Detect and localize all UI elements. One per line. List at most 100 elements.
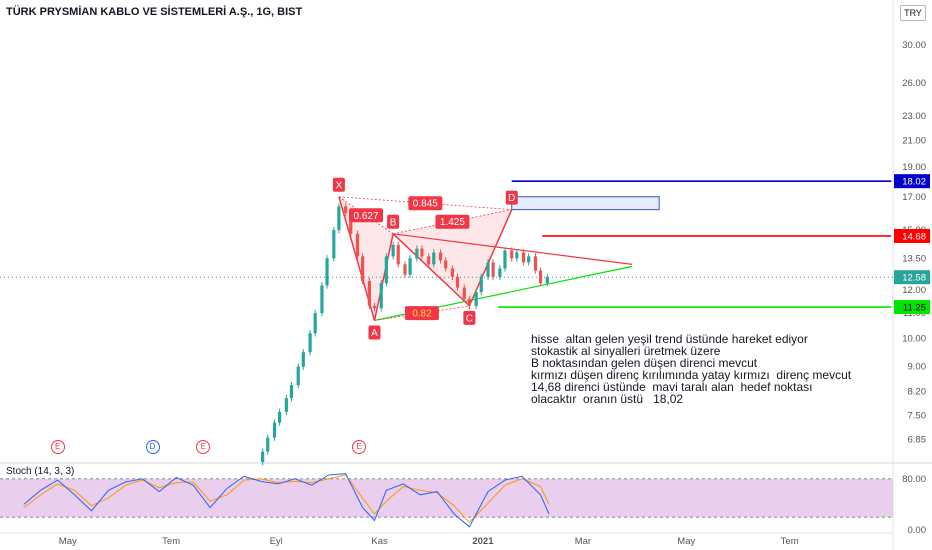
ratio-label: 0.82 [404, 306, 439, 321]
ratio-label: 0.627 [349, 208, 384, 223]
y-tick-label: 6.85 [908, 435, 927, 446]
candle-body [384, 256, 388, 284]
x-tick-label: Mar [575, 536, 591, 547]
candle-body [538, 270, 543, 284]
candle-body [455, 276, 460, 288]
svg-text:1.425: 1.425 [440, 217, 465, 228]
candle-body [277, 411, 282, 423]
svg-text:X: X [336, 180, 343, 191]
target-zone [511, 196, 660, 211]
candle-body [498, 268, 502, 277]
candle-body [527, 256, 531, 263]
pattern-point-b: B [387, 214, 400, 229]
earnings-marker-icon[interactable]: E [352, 440, 367, 454]
price-tag-12.58: 12.58 [894, 270, 930, 285]
price-tag-18.02: 18.02 [894, 174, 930, 189]
candle-body [355, 233, 360, 257]
candle-body [533, 256, 538, 271]
y-tick-label: 17.00 [902, 192, 926, 203]
candle-body [289, 385, 294, 399]
stoch-d-line [23, 474, 550, 524]
pattern-point-x: X [332, 177, 345, 192]
svg-text:D: D [508, 193, 515, 204]
svg-text:0.627: 0.627 [353, 211, 378, 222]
note-line-2: stokastik al sinyalleri üretmek üzere [531, 344, 721, 358]
candle-body [510, 250, 514, 259]
candle-body [308, 333, 312, 353]
falling-resistance-line [393, 233, 633, 265]
note-line-4: kırmızı düşen direnç kırılımında yatay k… [531, 368, 852, 382]
svg-text:0.82: 0.82 [412, 309, 432, 320]
stoch-band [0, 478, 893, 518]
y-tick-label: 19.00 [902, 162, 926, 173]
svg-text:11.25: 11.25 [903, 303, 926, 314]
y-tick-label: 8.20 [908, 387, 927, 398]
candle-body [462, 287, 466, 299]
note-line-3: B noktasından gelen düşen direnci mevcut [531, 356, 758, 370]
candle-body [337, 206, 341, 231]
svg-text:A: A [371, 328, 378, 339]
earnings-marker-icon[interactable]: E [196, 440, 211, 454]
chart-title: TÜRK PRYSMİAN KABLO VE SİSTEMLERİ A.Ş., … [6, 6, 303, 18]
candle-body [450, 268, 455, 277]
stoch-axis-label: 0.00 [908, 525, 927, 536]
currency-button[interactable]: TRY [900, 5, 926, 21]
candle-body [403, 264, 407, 275]
candle-body [503, 250, 507, 269]
pattern-point-a: A [368, 325, 381, 340]
x-tick-label: Tem [781, 536, 799, 547]
note-line-6: olacaktır oranın üstü 18,02 [531, 392, 684, 406]
candle-body [272, 422, 277, 438]
ratio-label: 1.425 [435, 214, 470, 229]
candle-body [361, 256, 365, 282]
candle-body [491, 262, 495, 277]
svg-text:C: C [466, 313, 473, 324]
stoch-k-line [23, 473, 550, 528]
y-tick-label: 21.00 [902, 135, 926, 146]
candle-body [474, 292, 478, 306]
svg-text:12.58: 12.58 [902, 273, 926, 284]
candle-body [367, 281, 372, 306]
analysis-note: hisse altan gelen yeşil trend üstünde ha… [531, 333, 851, 405]
dividend-marker-icon[interactable]: D [145, 440, 160, 454]
y-tick-label: 13.50 [902, 253, 926, 264]
candle-body [521, 252, 526, 263]
y-tick-label: 26.00 [902, 78, 926, 89]
y-tick-label: 10.00 [902, 334, 926, 345]
candle-body [349, 212, 353, 234]
candle-body [515, 252, 519, 259]
y-tick-label: 12.00 [902, 285, 926, 296]
harmonic-fill-bcd [393, 209, 512, 306]
earnings-marker-icon[interactable]: E [50, 440, 65, 454]
candle-body [396, 244, 400, 265]
harmonic-ratio-line-xd [338, 196, 512, 211]
candle-body [296, 366, 300, 386]
candle-body [391, 244, 395, 257]
x-tick-label: Eyl [270, 536, 283, 547]
x-tick-label: Kas [371, 536, 388, 547]
y-tick-label: 23.00 [902, 111, 926, 122]
candle-body [320, 285, 324, 314]
ratio-label: 0.845 [408, 196, 443, 211]
candle-body [427, 256, 431, 265]
x-tick-label: 2021 [472, 536, 494, 547]
pattern-point-c: C [463, 310, 476, 325]
candle-body [444, 260, 448, 269]
candle-body [301, 352, 305, 367]
candle-body [325, 258, 329, 286]
stoch-indicator-label[interactable]: Stoch (14, 3, 3) [6, 466, 75, 477]
harmonic-fill-xab [338, 196, 394, 321]
note-line-1: hisse altan gelen yeşil trend üstünde ha… [531, 332, 808, 346]
x-tick-label: Tem [162, 536, 180, 547]
price-tag-14.68: 14.68 [894, 228, 930, 243]
stoch-axis-label: 80.00 [902, 474, 926, 485]
y-tick-label: 9.00 [908, 362, 927, 373]
svg-text:B: B [390, 217, 397, 228]
candle-body [313, 313, 317, 334]
candle-body [284, 398, 288, 412]
y-tick-label: 30.00 [902, 40, 926, 51]
candle-body [479, 276, 483, 293]
x-tick-label: May [59, 536, 77, 547]
svg-text:18.02: 18.02 [902, 177, 926, 188]
